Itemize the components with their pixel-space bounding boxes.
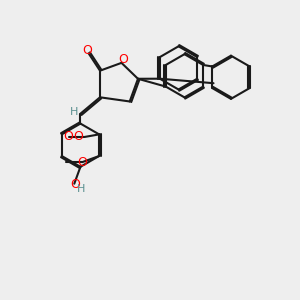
Text: O: O — [73, 130, 83, 143]
Text: H: H — [77, 184, 85, 194]
Text: O: O — [77, 156, 87, 169]
Text: O: O — [82, 44, 92, 57]
Text: O: O — [63, 130, 73, 143]
Text: H: H — [70, 107, 78, 117]
Text: O: O — [70, 178, 80, 191]
Text: O: O — [118, 53, 128, 66]
